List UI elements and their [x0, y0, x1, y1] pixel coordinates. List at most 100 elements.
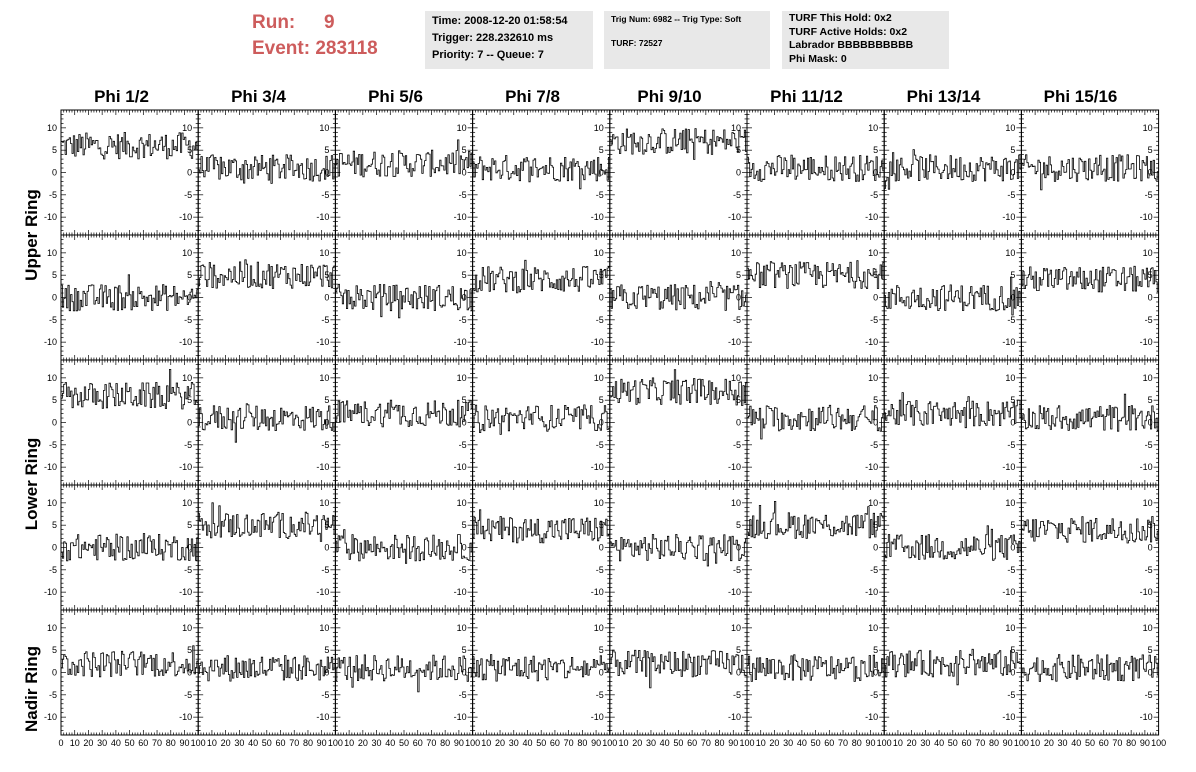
y-tick-label: 0 — [187, 168, 192, 178]
y-tick-label: -5 — [596, 440, 604, 450]
y-tick-label: -10 — [1002, 337, 1015, 347]
y-tick-label: -5 — [184, 440, 192, 450]
y-tick-label: -5 — [49, 565, 57, 575]
column-header-phi-11-12: Phi 11/12 — [770, 87, 843, 106]
y-tick-label: 10 — [457, 498, 467, 508]
y-tick-label: -10 — [728, 587, 741, 597]
y-tick-label: 10 — [594, 498, 604, 508]
y-tick-label: -10 — [865, 212, 878, 222]
waveform-panel-r3-c6: 10 5 0 -5 -10 — [746, 359, 885, 486]
y-tick-label: 5 — [873, 145, 878, 155]
event-value: 283118 — [315, 38, 378, 59]
y-tick-label: -5 — [321, 565, 329, 575]
y-tick-label: -5 — [321, 190, 329, 200]
y-tick-label: -10 — [728, 337, 741, 347]
y-tick-label: -5 — [184, 315, 192, 325]
y-tick-label: 5 — [873, 395, 878, 405]
waveform-trace — [884, 392, 1022, 429]
y-tick-label: -5 — [459, 565, 467, 575]
y-tick-label: -10 — [865, 337, 878, 347]
waveform-trace — [198, 259, 336, 289]
event-priority: Priority: 7 -- Queue: 7 — [432, 49, 544, 61]
event-trigger: Trigger: 228.232610 ms — [432, 32, 554, 44]
waveform-trace — [61, 132, 199, 160]
y-tick-label: -10 — [44, 212, 57, 222]
y-tick-label: 5 — [1148, 395, 1153, 405]
waveform-panel-r3-c1: 10 10 5 5 0 0 -5 -5 -10 -10 — [44, 359, 199, 486]
y-tick-label: 10 — [868, 123, 878, 133]
y-tick-label: -10 — [44, 337, 57, 347]
waveform-panel-r1-c1: 10 105 50 0-5 -5-10 -10 — [44, 109, 199, 236]
y-tick-label: 10 — [731, 498, 741, 508]
y-tick-label: -10 — [728, 212, 741, 222]
y-tick-label: 5 — [736, 270, 741, 280]
waveform-trace — [609, 128, 747, 160]
y-tick-label: 10 — [182, 498, 192, 508]
run-label: Run: — [252, 12, 296, 33]
y-tick-label: -5 — [184, 565, 192, 575]
waveform-trace — [609, 369, 747, 406]
y-tick-label: -5 — [733, 440, 741, 450]
y-tick-label: -10 — [316, 587, 329, 597]
event-info-panel: Time: 2008-12-20 01:58:54 Trigger: 228.2… — [425, 11, 593, 69]
y-tick-label: -10 — [1140, 337, 1153, 347]
column-header-phi-13-14: Phi 13/14 — [906, 87, 981, 106]
waveform-panel-r2-c1: 10 105 50 0-5 -5-10 -10 — [44, 234, 199, 361]
y-tick-label: -5 — [596, 190, 604, 200]
y-tick-label: -10 — [179, 212, 192, 222]
waveform-trace — [747, 260, 885, 289]
waveform-trace — [747, 404, 885, 440]
y-tick-label: 10 — [319, 123, 329, 133]
panel-frame — [472, 234, 611, 361]
y-tick-label: -5 — [1145, 440, 1153, 450]
y-tick-label: -5 — [596, 315, 604, 325]
y-tick-label: 0 — [599, 293, 604, 303]
waveform-panel-r3-c3: 10 5 0 -5 -10 — [334, 359, 474, 486]
y-tick-label: -10 — [316, 337, 329, 347]
y-tick-label: 0 — [462, 543, 467, 553]
y-tick-label: -5 — [870, 315, 878, 325]
y-tick-label: 10 — [1005, 373, 1015, 383]
y-tick-label: -10 — [1002, 212, 1015, 222]
y-tick-label: 5 — [324, 145, 329, 155]
y-tick-label: 5 — [462, 395, 467, 405]
turf-info-panel: TURF This Hold: 0x2 TURF Active Holds: 0… — [782, 11, 949, 69]
y-tick-label: -5 — [1145, 190, 1153, 200]
panel-frame — [883, 234, 1022, 361]
turf-num: TURF: 72527 — [611, 38, 663, 48]
waveform-trace — [61, 533, 199, 562]
y-tick-label: 0 — [52, 418, 57, 428]
waveform-panel-r1-c4: 10 5 0 -5 -10 — [472, 109, 611, 236]
y-tick-label: 5 — [187, 270, 192, 280]
panel-frame — [197, 234, 336, 361]
y-tick-label: 10 — [1143, 123, 1153, 133]
y-tick-label: 10 — [47, 248, 57, 258]
waveform-trace — [198, 403, 336, 443]
y-tick-label: 0 — [873, 293, 878, 303]
panel-frame — [334, 484, 474, 611]
y-tick-label: 0 — [52, 543, 57, 553]
y-tick-label: 5 — [1010, 270, 1015, 280]
y-tick-label: 0 — [52, 168, 57, 178]
y-tick-label: 5 — [324, 395, 329, 405]
y-tick-label: 5 — [462, 270, 467, 280]
y-tick-label: 10 — [182, 123, 192, 133]
y-tick-label: 0 — [187, 543, 192, 553]
y-tick-label: 0 — [52, 293, 57, 303]
y-tick-label: 10 — [319, 373, 329, 383]
y-tick-label: -5 — [1007, 190, 1015, 200]
column-header-phi-3-4: Phi 3/4 — [231, 87, 286, 106]
panel-frame — [472, 484, 611, 611]
waveform-trace — [335, 399, 473, 428]
waveform-panel-r1-c3: 10 5 0 -5 -10 — [334, 109, 474, 236]
y-tick-label: -5 — [49, 190, 57, 200]
y-tick-label: 10 — [1005, 123, 1015, 133]
